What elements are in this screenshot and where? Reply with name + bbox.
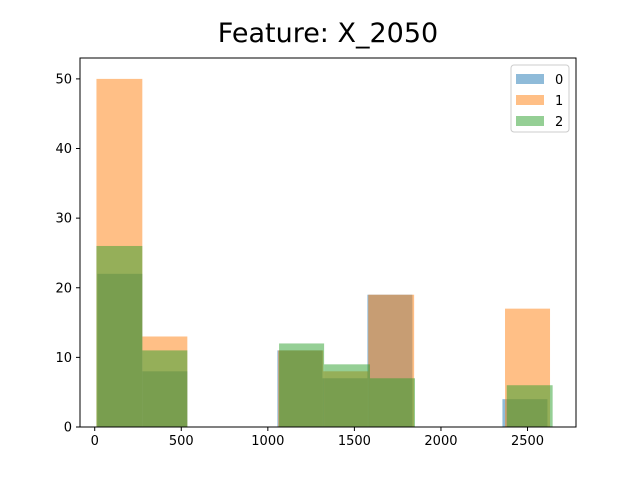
legend-label-1: 1 [555, 94, 563, 109]
bar-series-2-2 [279, 343, 325, 427]
chart-title: Feature: X_2050 [217, 18, 439, 49]
x-tick-label-5: 2500 [511, 434, 544, 449]
y-tick-label-4: 40 [55, 142, 72, 157]
bar-series-2-5 [506, 385, 553, 427]
y-tick-label-0: 0 [64, 421, 72, 436]
legend: 0 1 2 [510, 64, 570, 133]
x-tick-label-0: 0 [91, 434, 99, 449]
y-tick-label-2: 20 [55, 281, 72, 296]
x-tick-label-4: 2000 [424, 434, 457, 449]
y-tick-label-1: 10 [55, 351, 72, 366]
legend-label-2: 2 [555, 115, 563, 130]
y-tick-label-3: 30 [55, 212, 72, 227]
legend-label-0: 0 [555, 73, 563, 88]
legend-swatch-0 [516, 74, 544, 84]
legend-swatch-2 [516, 116, 544, 126]
x-tick-label-1: 500 [169, 434, 194, 449]
bar-series-2-4 [369, 378, 415, 427]
bar-series-2-1 [142, 350, 188, 427]
x-tick-label-3: 1500 [338, 434, 371, 449]
axes-layer: 0 500 1000 1500 2000 2500 0 10 20 30 40 50 [55, 72, 544, 449]
bar-series-2-3 [324, 364, 370, 427]
legend-swatch-1 [516, 95, 544, 105]
x-tick-label-2: 1000 [251, 434, 284, 449]
bars-layer [96, 78, 553, 428]
plot-frame [79, 57, 577, 428]
bar-series-2-0 [96, 245, 143, 427]
y-tick-label-5: 50 [55, 72, 72, 87]
